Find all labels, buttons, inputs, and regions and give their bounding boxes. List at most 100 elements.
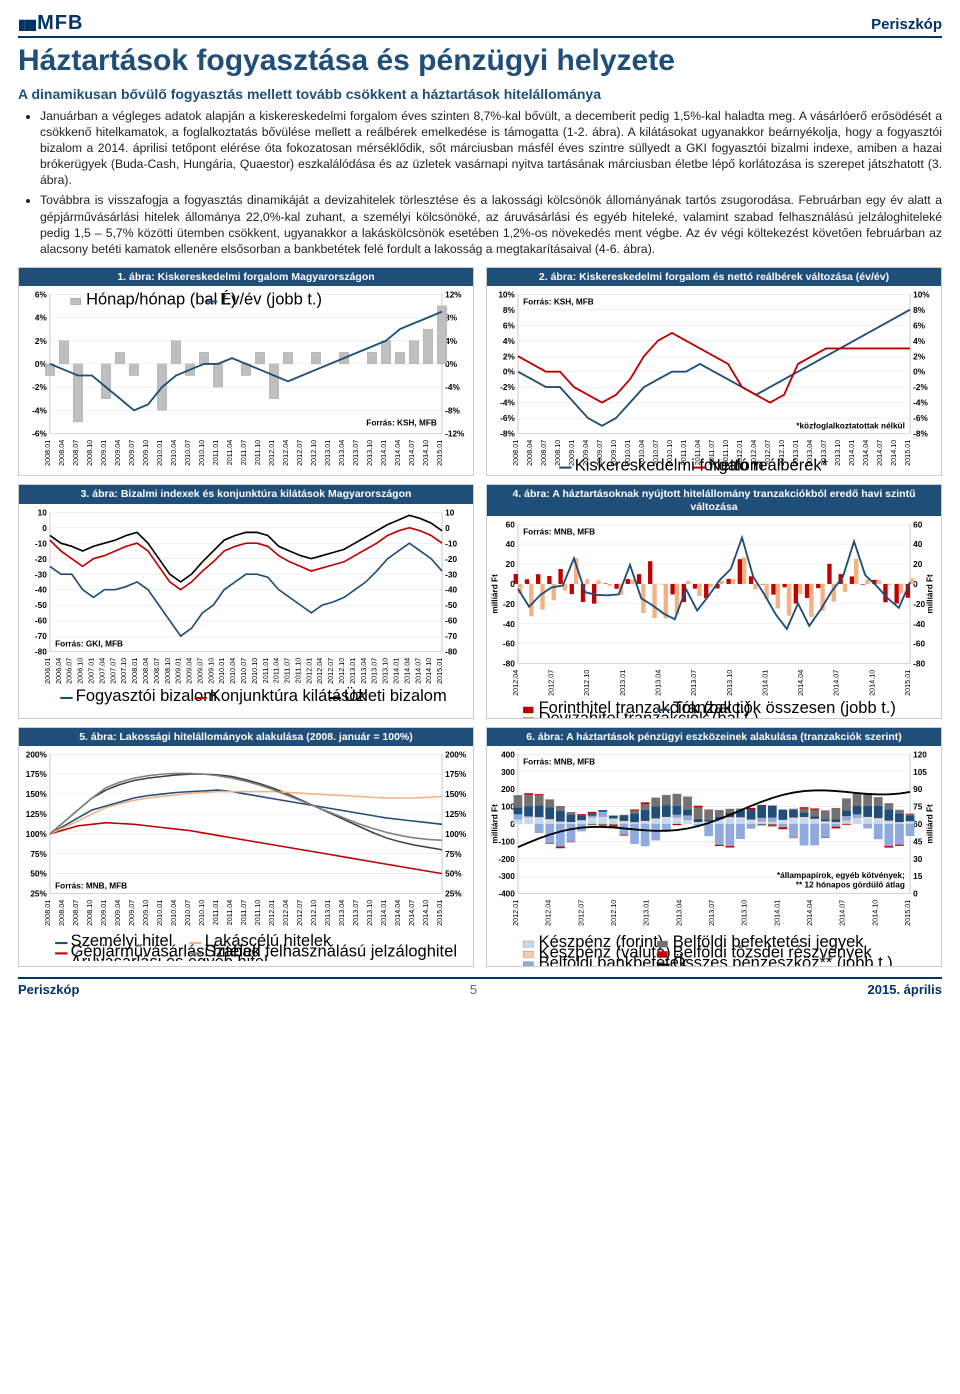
- bullet: Januárban a végleges adatok alapján a ki…: [40, 108, 942, 188]
- svg-text:2013.01: 2013.01: [348, 658, 357, 684]
- svg-text:2014.10: 2014.10: [870, 900, 879, 926]
- svg-text:2007.10: 2007.10: [119, 658, 128, 684]
- svg-text:30: 30: [913, 855, 923, 864]
- svg-text:2012.10: 2012.10: [582, 670, 591, 696]
- header: ▮▮▮MFB Periszkóp: [18, 12, 942, 38]
- svg-text:2009.01: 2009.01: [99, 440, 108, 466]
- svg-text:2007.07: 2007.07: [108, 658, 117, 684]
- svg-text:-70: -70: [445, 632, 457, 641]
- svg-text:2011.07: 2011.07: [283, 658, 292, 684]
- chart-c2: 2. ábra: Kiskereskedelmi forgalom és net…: [486, 267, 942, 476]
- chart-title: 3. ábra: Bizalmi indexek és konjunktúra …: [19, 485, 473, 504]
- svg-text:2014.10: 2014.10: [867, 670, 876, 696]
- chart-body: 6040200-20-40-60-806040200-20-40-60-80mi…: [487, 516, 941, 717]
- page: ▮▮▮MFB Periszkóp Háztartások fogyasztása…: [0, 0, 960, 1009]
- svg-text:2013.07: 2013.07: [370, 658, 379, 684]
- svg-text:8%: 8%: [503, 306, 516, 315]
- svg-text:4%: 4%: [35, 314, 48, 323]
- chart-c3: 3. ábra: Bizalmi indexek és konjunktúra …: [18, 484, 474, 718]
- svg-text:2010.10: 2010.10: [250, 658, 259, 684]
- svg-text:-2%: -2%: [500, 384, 515, 393]
- svg-text:2011.01: 2011.01: [211, 440, 220, 466]
- svg-text:2013.04: 2013.04: [674, 900, 683, 926]
- svg-text:2010.07: 2010.07: [239, 658, 248, 684]
- svg-text:2008.07: 2008.07: [152, 658, 161, 684]
- svg-text:2012.10: 2012.10: [309, 900, 318, 926]
- svg-text:2013.04: 2013.04: [337, 900, 346, 926]
- chart-body: 4003002001000-100-200-300-40012010590756…: [487, 746, 941, 966]
- svg-text:2012.07: 2012.07: [547, 670, 556, 696]
- svg-text:-60: -60: [445, 617, 457, 626]
- svg-text:25%: 25%: [30, 890, 47, 899]
- svg-text:2009.04: 2009.04: [185, 658, 194, 684]
- svg-text:40: 40: [913, 541, 923, 550]
- svg-text:-2%: -2%: [913, 384, 928, 393]
- chart-body: 10%8%6%4%2%0%-2%-4%-6%-8%10%8%6%4%2%0%-2…: [487, 286, 941, 475]
- page-number: 5: [470, 982, 477, 997]
- header-right: Periszkóp: [871, 16, 942, 33]
- svg-text:2009.07: 2009.07: [127, 440, 136, 466]
- svg-text:6%: 6%: [35, 291, 48, 300]
- logo: ▮▮▮MFB: [18, 12, 83, 35]
- svg-text:10%: 10%: [913, 291, 930, 300]
- svg-text:-30: -30: [35, 570, 47, 579]
- svg-text:2012.07: 2012.07: [326, 658, 335, 684]
- svg-text:2009.07: 2009.07: [127, 900, 136, 926]
- svg-text:2014.04: 2014.04: [393, 900, 402, 926]
- chart-title: 4. ábra: A háztartásoknak nyújtott hitel…: [487, 485, 941, 516]
- svg-text:200: 200: [501, 785, 515, 794]
- svg-text:-70: -70: [35, 632, 47, 641]
- svg-text:-4%: -4%: [913, 399, 928, 408]
- svg-text:2008.01: 2008.01: [511, 440, 520, 466]
- svg-text:2010.01: 2010.01: [217, 658, 226, 684]
- svg-text:75%: 75%: [445, 850, 462, 859]
- chart-title: 1. ábra: Kiskereskedelmi forgalom Magyar…: [19, 268, 473, 287]
- svg-text:2010.01: 2010.01: [155, 440, 164, 466]
- svg-text:Összes pénzeszköz** (jobb t.): Összes pénzeszköz** (jobb t.): [673, 954, 893, 966]
- svg-text:-40: -40: [445, 586, 457, 595]
- svg-text:60: 60: [913, 820, 923, 829]
- svg-text:2014.10: 2014.10: [889, 440, 898, 466]
- footer-right: 2015. április: [868, 982, 942, 997]
- svg-text:0%: 0%: [913, 368, 926, 377]
- svg-text:2012.04: 2012.04: [511, 670, 520, 696]
- svg-text:200%: 200%: [26, 751, 48, 760]
- svg-text:8%: 8%: [913, 306, 926, 315]
- svg-text:2008.01: 2008.01: [130, 658, 139, 684]
- svg-text:8%: 8%: [445, 314, 458, 323]
- svg-text:4%: 4%: [913, 337, 926, 346]
- svg-text:-6%: -6%: [32, 430, 47, 439]
- svg-text:-20: -20: [445, 555, 457, 564]
- svg-text:2010.07: 2010.07: [183, 900, 192, 926]
- svg-text:2008.07: 2008.07: [539, 440, 548, 466]
- svg-text:2013.04: 2013.04: [359, 658, 368, 684]
- svg-text:2013.01: 2013.01: [642, 900, 651, 926]
- svg-text:-60: -60: [35, 617, 47, 626]
- svg-text:125%: 125%: [445, 810, 467, 819]
- svg-text:200%: 200%: [445, 751, 467, 760]
- svg-text:2014.01: 2014.01: [379, 900, 388, 926]
- svg-text:400: 400: [501, 751, 515, 760]
- svg-text:2013.01: 2013.01: [323, 900, 332, 926]
- svg-text:2013.07: 2013.07: [707, 900, 716, 926]
- svg-text:2009.04: 2009.04: [113, 900, 122, 926]
- svg-text:10%: 10%: [498, 291, 515, 300]
- svg-text:2009.10: 2009.10: [206, 658, 215, 684]
- svg-text:2010.01: 2010.01: [155, 900, 164, 926]
- svg-text:2013.10: 2013.10: [381, 658, 390, 684]
- svg-text:0%: 0%: [503, 368, 516, 377]
- svg-text:2014.01: 2014.01: [379, 440, 388, 466]
- svg-text:60: 60: [506, 521, 516, 530]
- svg-text:105: 105: [913, 768, 927, 777]
- svg-text:-80: -80: [445, 647, 457, 656]
- svg-text:90: 90: [913, 785, 923, 794]
- svg-text:** 12 hónapos gördülő átlag: ** 12 hónapos gördülő átlag: [796, 881, 905, 890]
- svg-text:2011.07: 2011.07: [239, 900, 248, 926]
- body-bullets: Januárban a végleges adatok alapján a ki…: [18, 108, 942, 257]
- svg-text:2011.10: 2011.10: [293, 658, 302, 684]
- svg-text:125%: 125%: [26, 810, 48, 819]
- svg-text:-200: -200: [498, 855, 515, 864]
- svg-text:-20: -20: [35, 555, 47, 564]
- svg-text:2010.07: 2010.07: [183, 440, 192, 466]
- svg-text:-80: -80: [503, 660, 515, 669]
